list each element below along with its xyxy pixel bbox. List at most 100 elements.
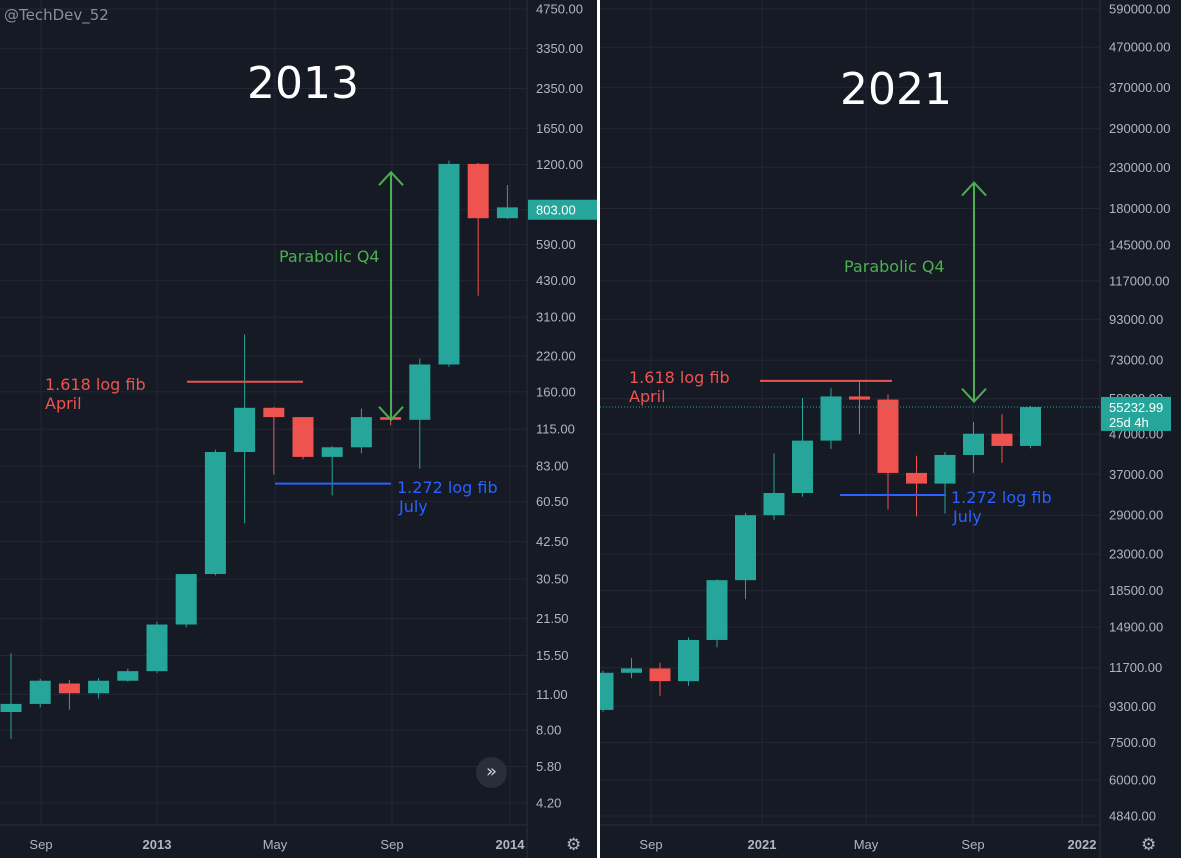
candle-body: [991, 433, 1013, 446]
candles: [0, 160, 518, 740]
gridlines: [600, 0, 1100, 825]
candle-body: [263, 407, 285, 418]
y-tick-label: 18500.00: [1109, 583, 1163, 598]
candle-body: [735, 515, 756, 581]
y-tick-label: 6000.00: [1109, 772, 1156, 787]
parabolic-arrow-head-up: [961, 181, 987, 197]
candle-body: [292, 417, 314, 457]
y-tick-label: 14900.00: [1109, 620, 1163, 635]
candle-body: [678, 639, 699, 682]
y-tick-label: 11.00: [536, 687, 568, 702]
candle-body: [321, 447, 343, 457]
candle-body: [467, 163, 489, 219]
candle-body: [234, 407, 256, 452]
y-tick-label: 8.00: [536, 723, 561, 738]
candle-body: [877, 399, 899, 473]
y-tick-label: 5.80: [536, 759, 561, 774]
candle-body: [649, 668, 671, 682]
watermark: @TechDev_52: [4, 6, 109, 24]
y-tick-label: 590.00: [536, 237, 576, 252]
y-tick-label: 37000.00: [1109, 467, 1163, 482]
y-tick-label: 73000.00: [1109, 353, 1163, 368]
x-tick-label: May: [263, 837, 288, 852]
fib-1272-month: July: [398, 497, 428, 516]
y-tick-label: 470000.00: [1109, 40, 1170, 55]
y-tick-label: 3350.00: [536, 41, 583, 56]
candle-body: [117, 671, 139, 681]
chart-panel-2021[interactable]: 2021 1.618 log fib April 1.272 log fib July P…: [600, 0, 1181, 858]
y-tick-label: 180000.00: [1109, 201, 1170, 216]
y-tick-label: 220.00: [536, 348, 576, 363]
current-price-label: 803.00: [536, 203, 576, 218]
candle-body: [849, 396, 870, 400]
candles: [600, 380, 1041, 712]
x-tick-label: Sep: [29, 837, 52, 852]
fib-1272-label: 1.272 log fib: [951, 488, 1052, 507]
candle-body: [58, 683, 80, 694]
y-tick-label: 4840.00: [1109, 809, 1156, 824]
parabolic-arrow-head-down: [961, 387, 987, 404]
parabolic-arrow-head-up: [378, 170, 404, 186]
x-tick-label: 2021: [748, 837, 777, 852]
candle-body: [1020, 407, 1041, 446]
candle-body: [29, 680, 51, 704]
countdown-label: 25d 4h: [1109, 415, 1149, 430]
y-tick-label: 115.00: [536, 422, 575, 437]
chart-title: 2021: [840, 64, 952, 115]
y-tick-label: 230000.00: [1109, 160, 1170, 175]
candle-body: [0, 703, 22, 713]
y-tick-label: 145000.00: [1109, 237, 1170, 252]
y-tick-label: 590000.00: [1109, 2, 1170, 17]
candle-body: [963, 433, 984, 455]
y-tick-label: 1200.00: [536, 157, 583, 172]
fib-1618-label: 1.618 log fib: [45, 375, 146, 394]
y-tick-label: 42.50: [536, 534, 569, 549]
current-price-label: 55232.99: [1109, 400, 1163, 415]
fib-1618-month: April: [45, 394, 82, 413]
candle-body: [175, 574, 197, 625]
fib-1618-label: 1.618 log fib: [629, 368, 730, 387]
fib-1272-month: July: [952, 507, 982, 526]
candle-body: [763, 492, 785, 516]
y-tick-label: 93000.00: [1109, 312, 1163, 327]
x-tick-label: 2013: [143, 837, 172, 852]
candle-body: [146, 624, 168, 672]
chart-title: 2013: [247, 58, 359, 109]
double-chevron-right-icon[interactable]: »: [476, 757, 507, 788]
x-tick-label: Sep: [380, 837, 403, 852]
y-tick-label: 430.00: [536, 273, 576, 288]
y-tick-label: 2350.00: [536, 81, 583, 96]
x-tick-label: 2022: [1068, 837, 1097, 852]
candle-body: [88, 680, 110, 694]
candle-body: [350, 417, 372, 448]
gear-icon[interactable]: ⚙: [1141, 835, 1157, 855]
candle-body: [934, 454, 956, 484]
candle-body: [792, 440, 813, 493]
x-tick-label: Sep: [639, 837, 662, 852]
fib-1272-label: 1.272 log fib: [397, 478, 498, 497]
y-tick-label: 83.00: [536, 459, 569, 474]
y-tick-label: 160.00: [536, 384, 576, 399]
candle-body: [906, 472, 927, 484]
y-tick-label: 21.50: [536, 611, 569, 626]
y-tick-label: 9300.00: [1109, 699, 1156, 714]
current-price-box: [528, 199, 597, 220]
parabolic-q4-label: Parabolic Q4: [844, 257, 945, 276]
y-tick-label: 30.50: [536, 572, 569, 587]
gear-icon[interactable]: ⚙: [566, 835, 582, 855]
y-tick-label: 7500.00: [1109, 735, 1156, 750]
y-tick-label: 1650.00: [536, 121, 583, 136]
y-tick-label: 290000.00: [1109, 121, 1170, 136]
candle-body: [204, 451, 226, 575]
fib-1618-month: April: [629, 387, 666, 406]
chart-panel-2013[interactable]: 2013 1.618 log fib April 1.272 log fib July P…: [0, 0, 597, 858]
candle-body: [600, 672, 614, 710]
x-tick-label: May: [854, 837, 879, 852]
current-price-box: [1101, 396, 1171, 431]
y-tick-label: 60.50: [536, 494, 569, 509]
candle-body: [820, 396, 842, 441]
candle-body: [621, 668, 642, 673]
y-tick-label: 370000.00: [1109, 80, 1170, 95]
